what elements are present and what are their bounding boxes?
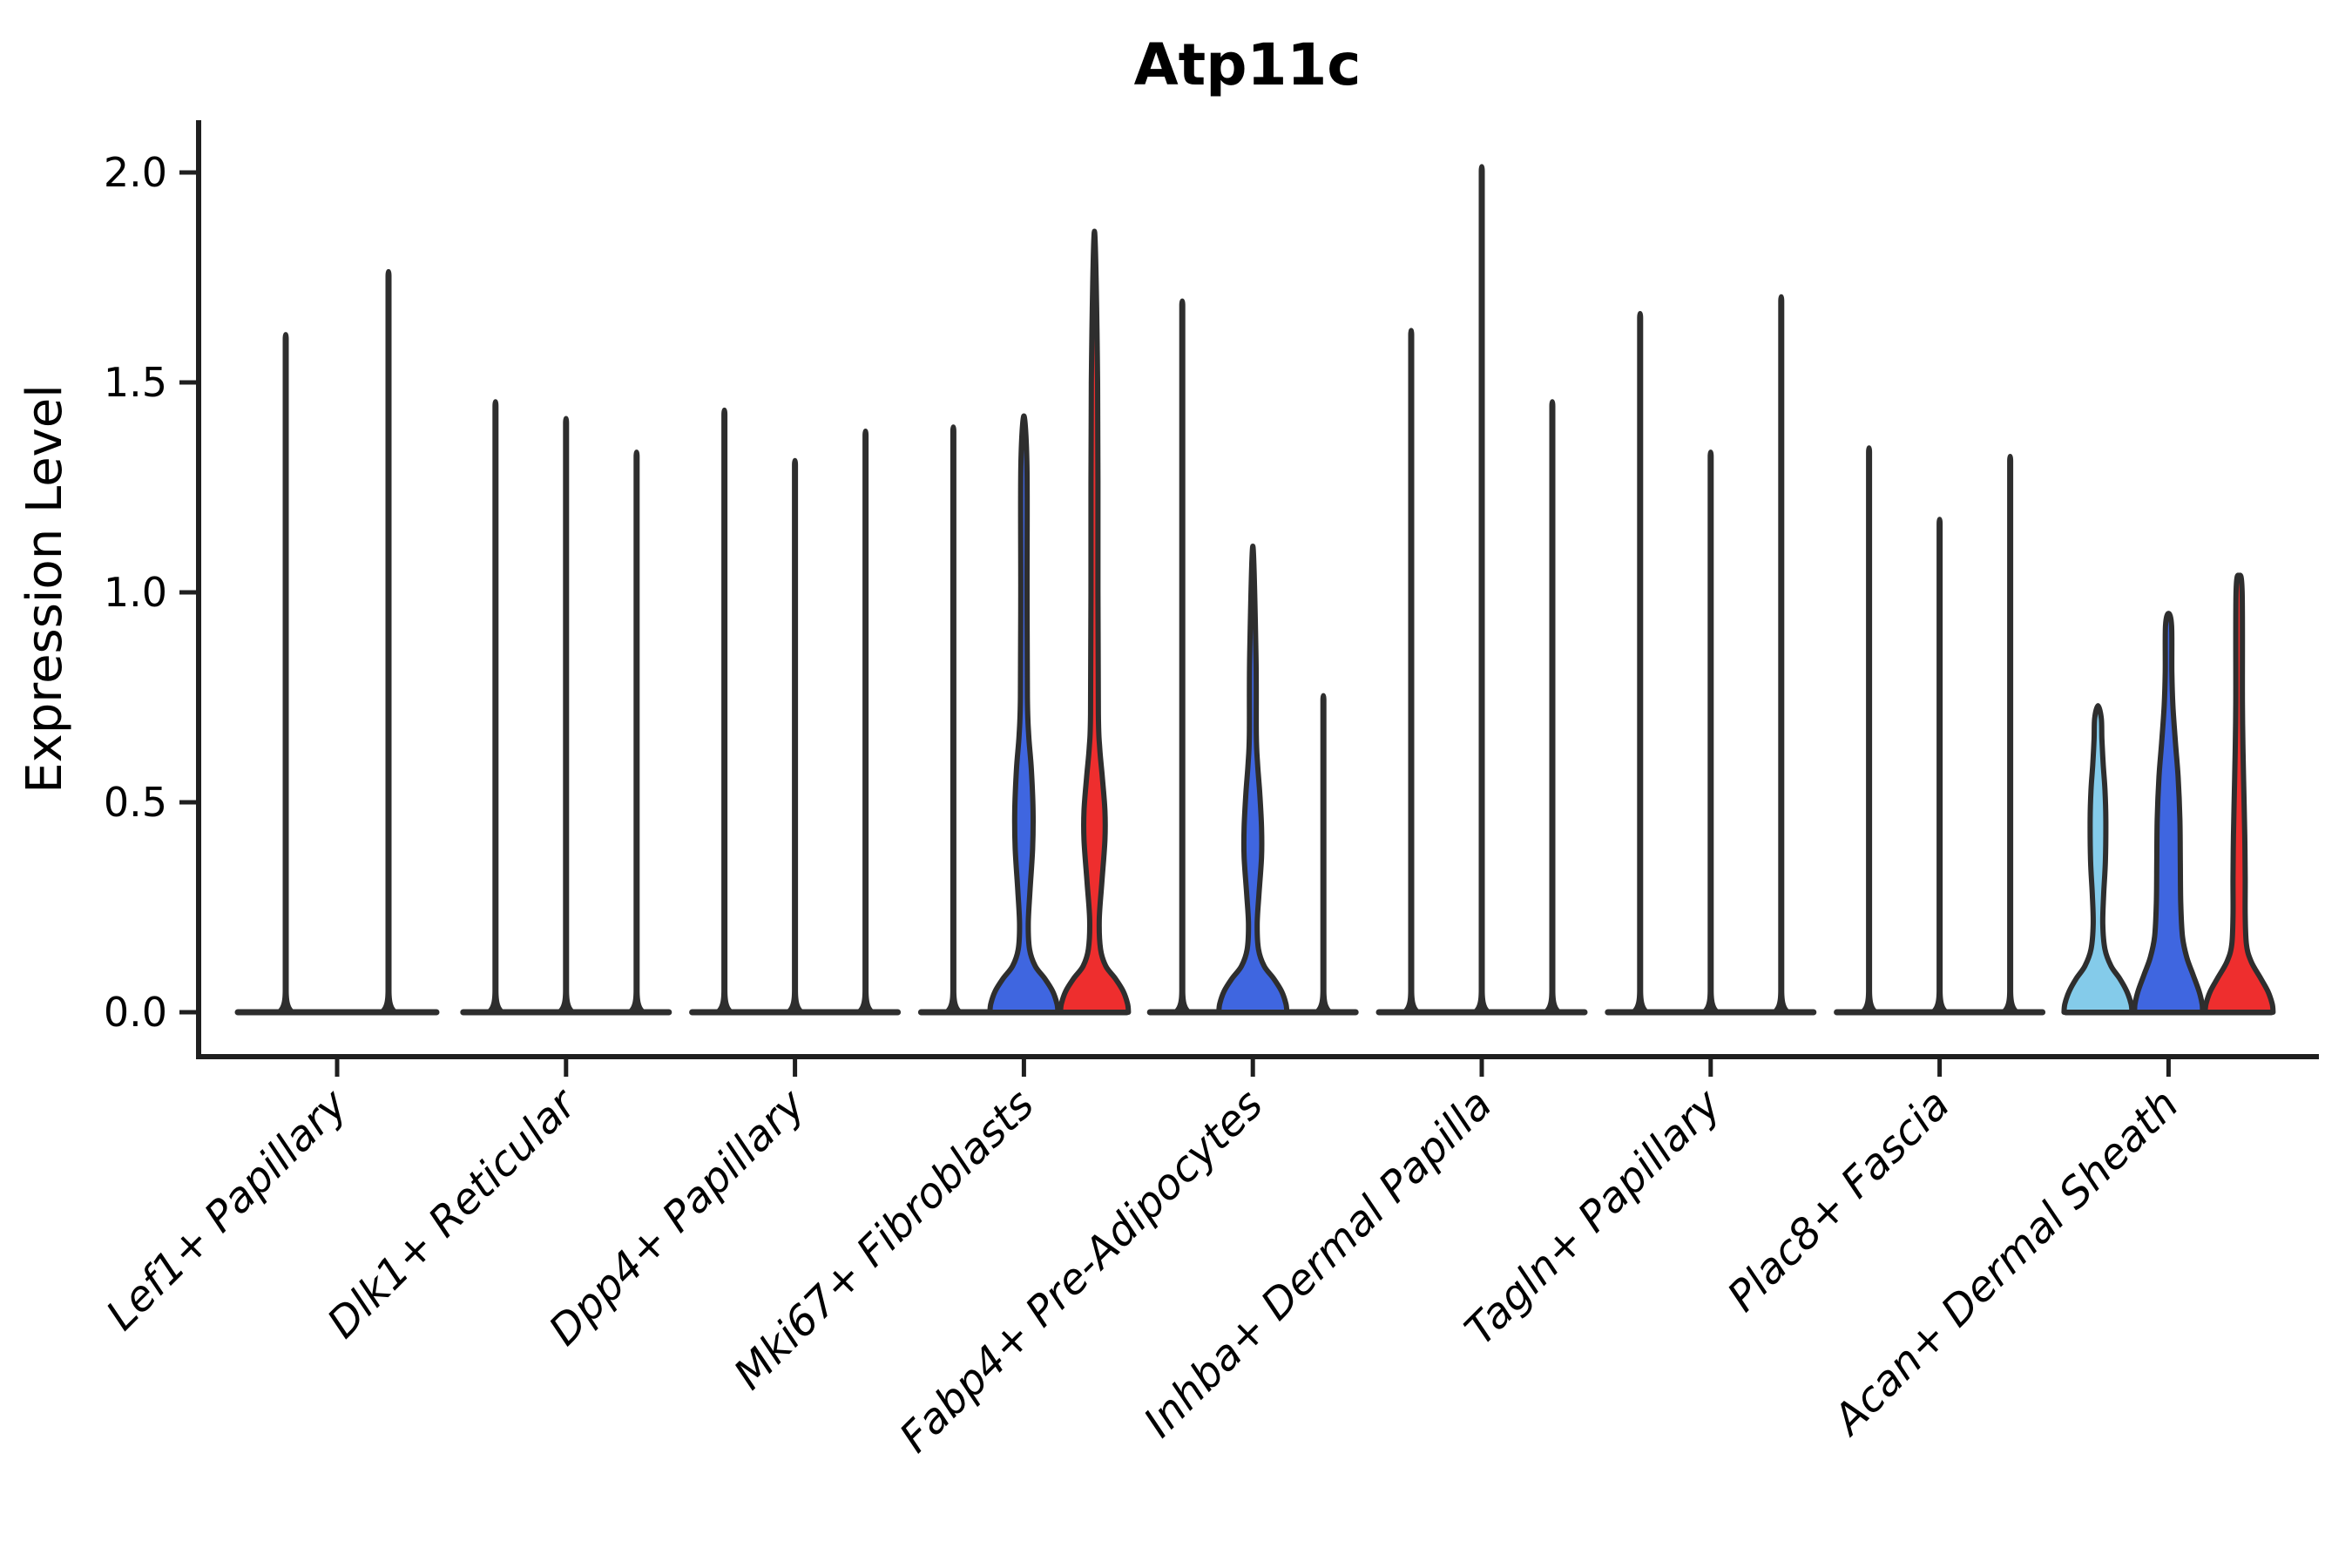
violin-spike: [1699, 449, 1722, 1012]
violin-spike: [1857, 445, 1881, 1012]
violin-spike: [483, 399, 507, 1012]
y-tick-label: 1.0: [104, 569, 167, 616]
violin-spike: [854, 429, 877, 1012]
x-tick-label: Dpp4+ Papillary: [539, 1079, 814, 1355]
violin-spike: [1769, 294, 1793, 1012]
y-tick-label: 2.0: [104, 149, 167, 196]
violin-spike: [1171, 298, 1194, 1013]
violin-body: [2061, 703, 2135, 1015]
violin-body: [987, 413, 1061, 1015]
violin-spike: [1998, 453, 2022, 1012]
violin-body: [2202, 572, 2276, 1015]
violin-spike: [1541, 399, 1564, 1012]
y-tick-label: 0.0: [104, 989, 167, 1036]
violin-spike: [377, 268, 400, 1012]
violin-spike: [625, 449, 648, 1012]
y-axis-label: Expression Level: [17, 384, 73, 794]
x-tick-label: Dlk1+ Reticular: [318, 1078, 588, 1348]
x-tick-label: Tagln+ Papillary: [1456, 1079, 1731, 1355]
violin-spike: [1470, 164, 1493, 1013]
y-tick-label: 0.5: [104, 779, 167, 826]
violin-spike: [554, 416, 578, 1012]
x-tick-label: Fabp4+ Pre-Adipocytes: [890, 1080, 1273, 1463]
violin-spike: [1928, 517, 1951, 1012]
x-tick-label: Lef1+ Papillary: [97, 1079, 357, 1340]
violin-body: [1216, 543, 1290, 1015]
violin-spike: [783, 457, 807, 1012]
violin-spike: [1312, 693, 1335, 1012]
violin-spike: [1400, 328, 1423, 1013]
violin-body: [1058, 228, 1132, 1015]
figure-title: Atp11c: [1134, 31, 1362, 98]
violin-spike: [274, 332, 297, 1012]
y-tick-label: 1.5: [104, 359, 167, 406]
x-tick-label: Plac8+ Fascia: [1718, 1080, 1959, 1321]
violin-spike: [942, 424, 965, 1012]
violin-spike: [713, 407, 736, 1012]
violin-spike: [1628, 311, 1652, 1012]
violin-body: [2132, 611, 2206, 1015]
